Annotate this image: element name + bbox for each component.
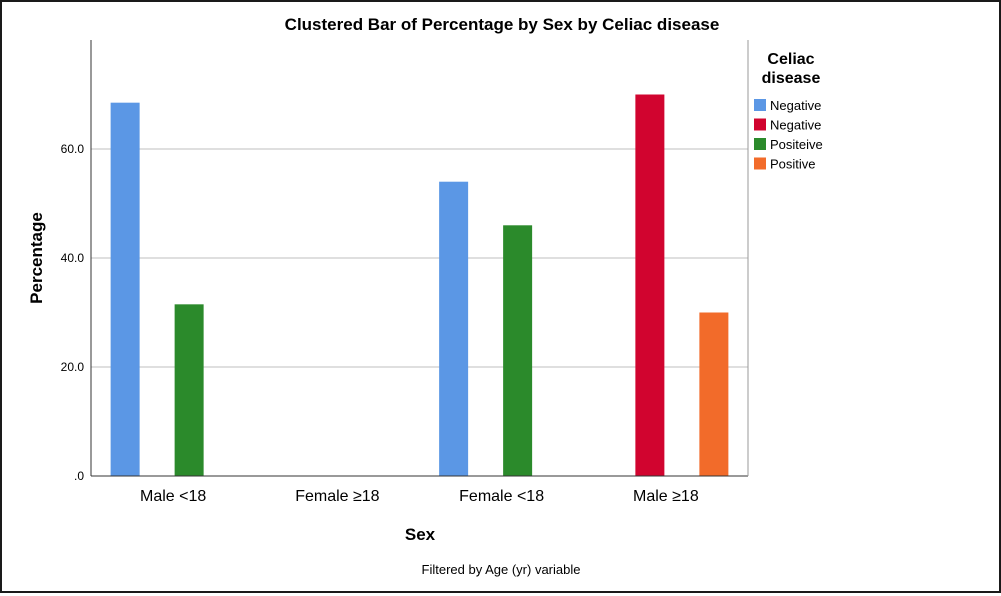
y-tick-label: 40.0 bbox=[61, 251, 85, 265]
legend-label: Positeive bbox=[770, 137, 823, 152]
bar bbox=[503, 225, 533, 476]
legend-swatch bbox=[754, 118, 766, 131]
y-tick-label: 20.0 bbox=[61, 360, 85, 374]
legend-title-line-1: Celiac bbox=[767, 51, 814, 68]
bar bbox=[439, 181, 469, 476]
chart-title: Clustered Bar of Percentage by Sex by Ce… bbox=[285, 15, 720, 34]
legend-swatch bbox=[754, 157, 766, 170]
bar bbox=[635, 94, 665, 476]
x-tick-label: Male <18 bbox=[140, 488, 206, 505]
axes bbox=[90, 40, 749, 477]
x-tick-label: Male ≥18 bbox=[633, 488, 699, 505]
y-tick-labels: .0 20.0 40.0 60.0 bbox=[61, 142, 85, 483]
bar bbox=[110, 102, 140, 477]
legend-swatch bbox=[754, 99, 766, 111]
legend-label: Positive bbox=[770, 157, 816, 172]
legend-items: Negative Negative Positeive Positive bbox=[754, 98, 823, 172]
x-axis-title: Sex bbox=[405, 525, 436, 544]
bars bbox=[110, 94, 729, 477]
bar bbox=[174, 304, 204, 476]
x-tick-labels: Male <18 Female ≥18 Female <18 Male ≥18 bbox=[140, 488, 699, 505]
legend-title-line-2: disease bbox=[762, 70, 821, 87]
y-tick-label: 60.0 bbox=[61, 142, 85, 156]
x-tick-label: Female ≥18 bbox=[295, 488, 379, 505]
legend-label: Negative bbox=[770, 98, 821, 113]
y-tick-label: .0 bbox=[74, 469, 84, 483]
legend-label: Negative bbox=[770, 118, 821, 133]
y-axis-title: Percentage bbox=[27, 212, 46, 304]
legend-swatch bbox=[754, 138, 766, 150]
legend: Celiac disease Negative Negative Positeive… bbox=[754, 51, 823, 172]
x-tick-label: Female <18 bbox=[459, 488, 544, 505]
footnote: Filtered by Age (yr) variable bbox=[422, 562, 581, 577]
bar bbox=[699, 312, 729, 476]
